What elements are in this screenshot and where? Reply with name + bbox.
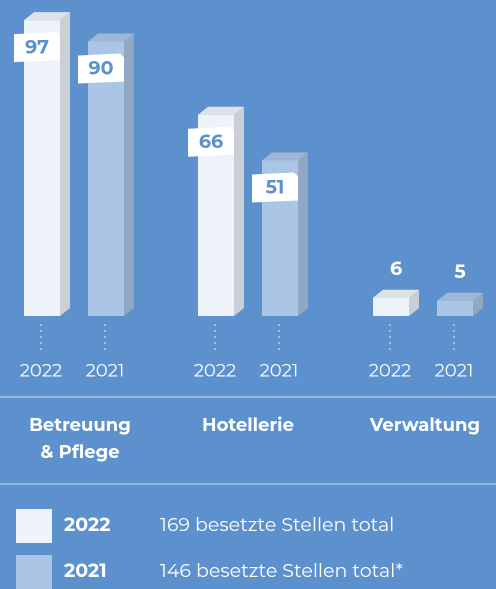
value-label: 90 xyxy=(88,57,113,80)
bar-front xyxy=(437,300,473,316)
bar-front xyxy=(88,41,124,316)
category-line: Betreuung xyxy=(29,414,131,436)
bar-side xyxy=(409,289,419,316)
legend-swatch xyxy=(16,509,52,543)
value-label: 97 xyxy=(25,35,49,58)
bar-side xyxy=(298,152,308,316)
bar-side xyxy=(60,12,70,317)
legend-name: 2021 xyxy=(64,559,107,582)
legend-swatch xyxy=(16,555,52,589)
bar-front xyxy=(373,297,409,316)
bar-side xyxy=(473,292,483,316)
value-tag xyxy=(14,32,60,63)
bar xyxy=(24,12,70,317)
value-label: 66 xyxy=(199,130,223,153)
bar-front xyxy=(24,20,60,317)
year-label: 2022 xyxy=(194,360,237,382)
bar-top xyxy=(88,33,134,42)
legend-text: 169 besetzte Stellen total xyxy=(160,513,394,536)
bar-top xyxy=(198,106,244,115)
category-label: Hotellerie xyxy=(202,414,294,436)
value-label: 51 xyxy=(266,176,285,199)
year-label: 2021 xyxy=(86,360,125,382)
value-label: 5 xyxy=(454,260,465,283)
value-tag xyxy=(188,126,234,157)
bar-top xyxy=(24,12,70,21)
category-label: Verwaltung xyxy=(369,414,480,436)
value-tag xyxy=(78,53,124,84)
category-label: Betreuung & Pflege xyxy=(29,414,131,463)
value-label: 6 xyxy=(390,257,402,280)
value-tag xyxy=(252,172,298,203)
bar-side xyxy=(124,33,134,316)
legend-name: 2022 xyxy=(64,513,110,536)
bar xyxy=(373,289,419,316)
category-line: & Pflege xyxy=(40,441,119,463)
year-label: 2021 xyxy=(260,360,299,382)
bar xyxy=(437,292,483,316)
bar-top xyxy=(262,152,308,161)
year-label: 2022 xyxy=(369,360,412,382)
bar-top xyxy=(373,289,419,298)
year-label: 2021 xyxy=(435,360,474,382)
bar-top xyxy=(437,292,483,301)
bar xyxy=(88,33,134,316)
legend-text: 146 besetzte Stellen total* xyxy=(160,559,403,582)
year-label: 2022 xyxy=(20,360,63,382)
bar-side xyxy=(234,106,244,316)
